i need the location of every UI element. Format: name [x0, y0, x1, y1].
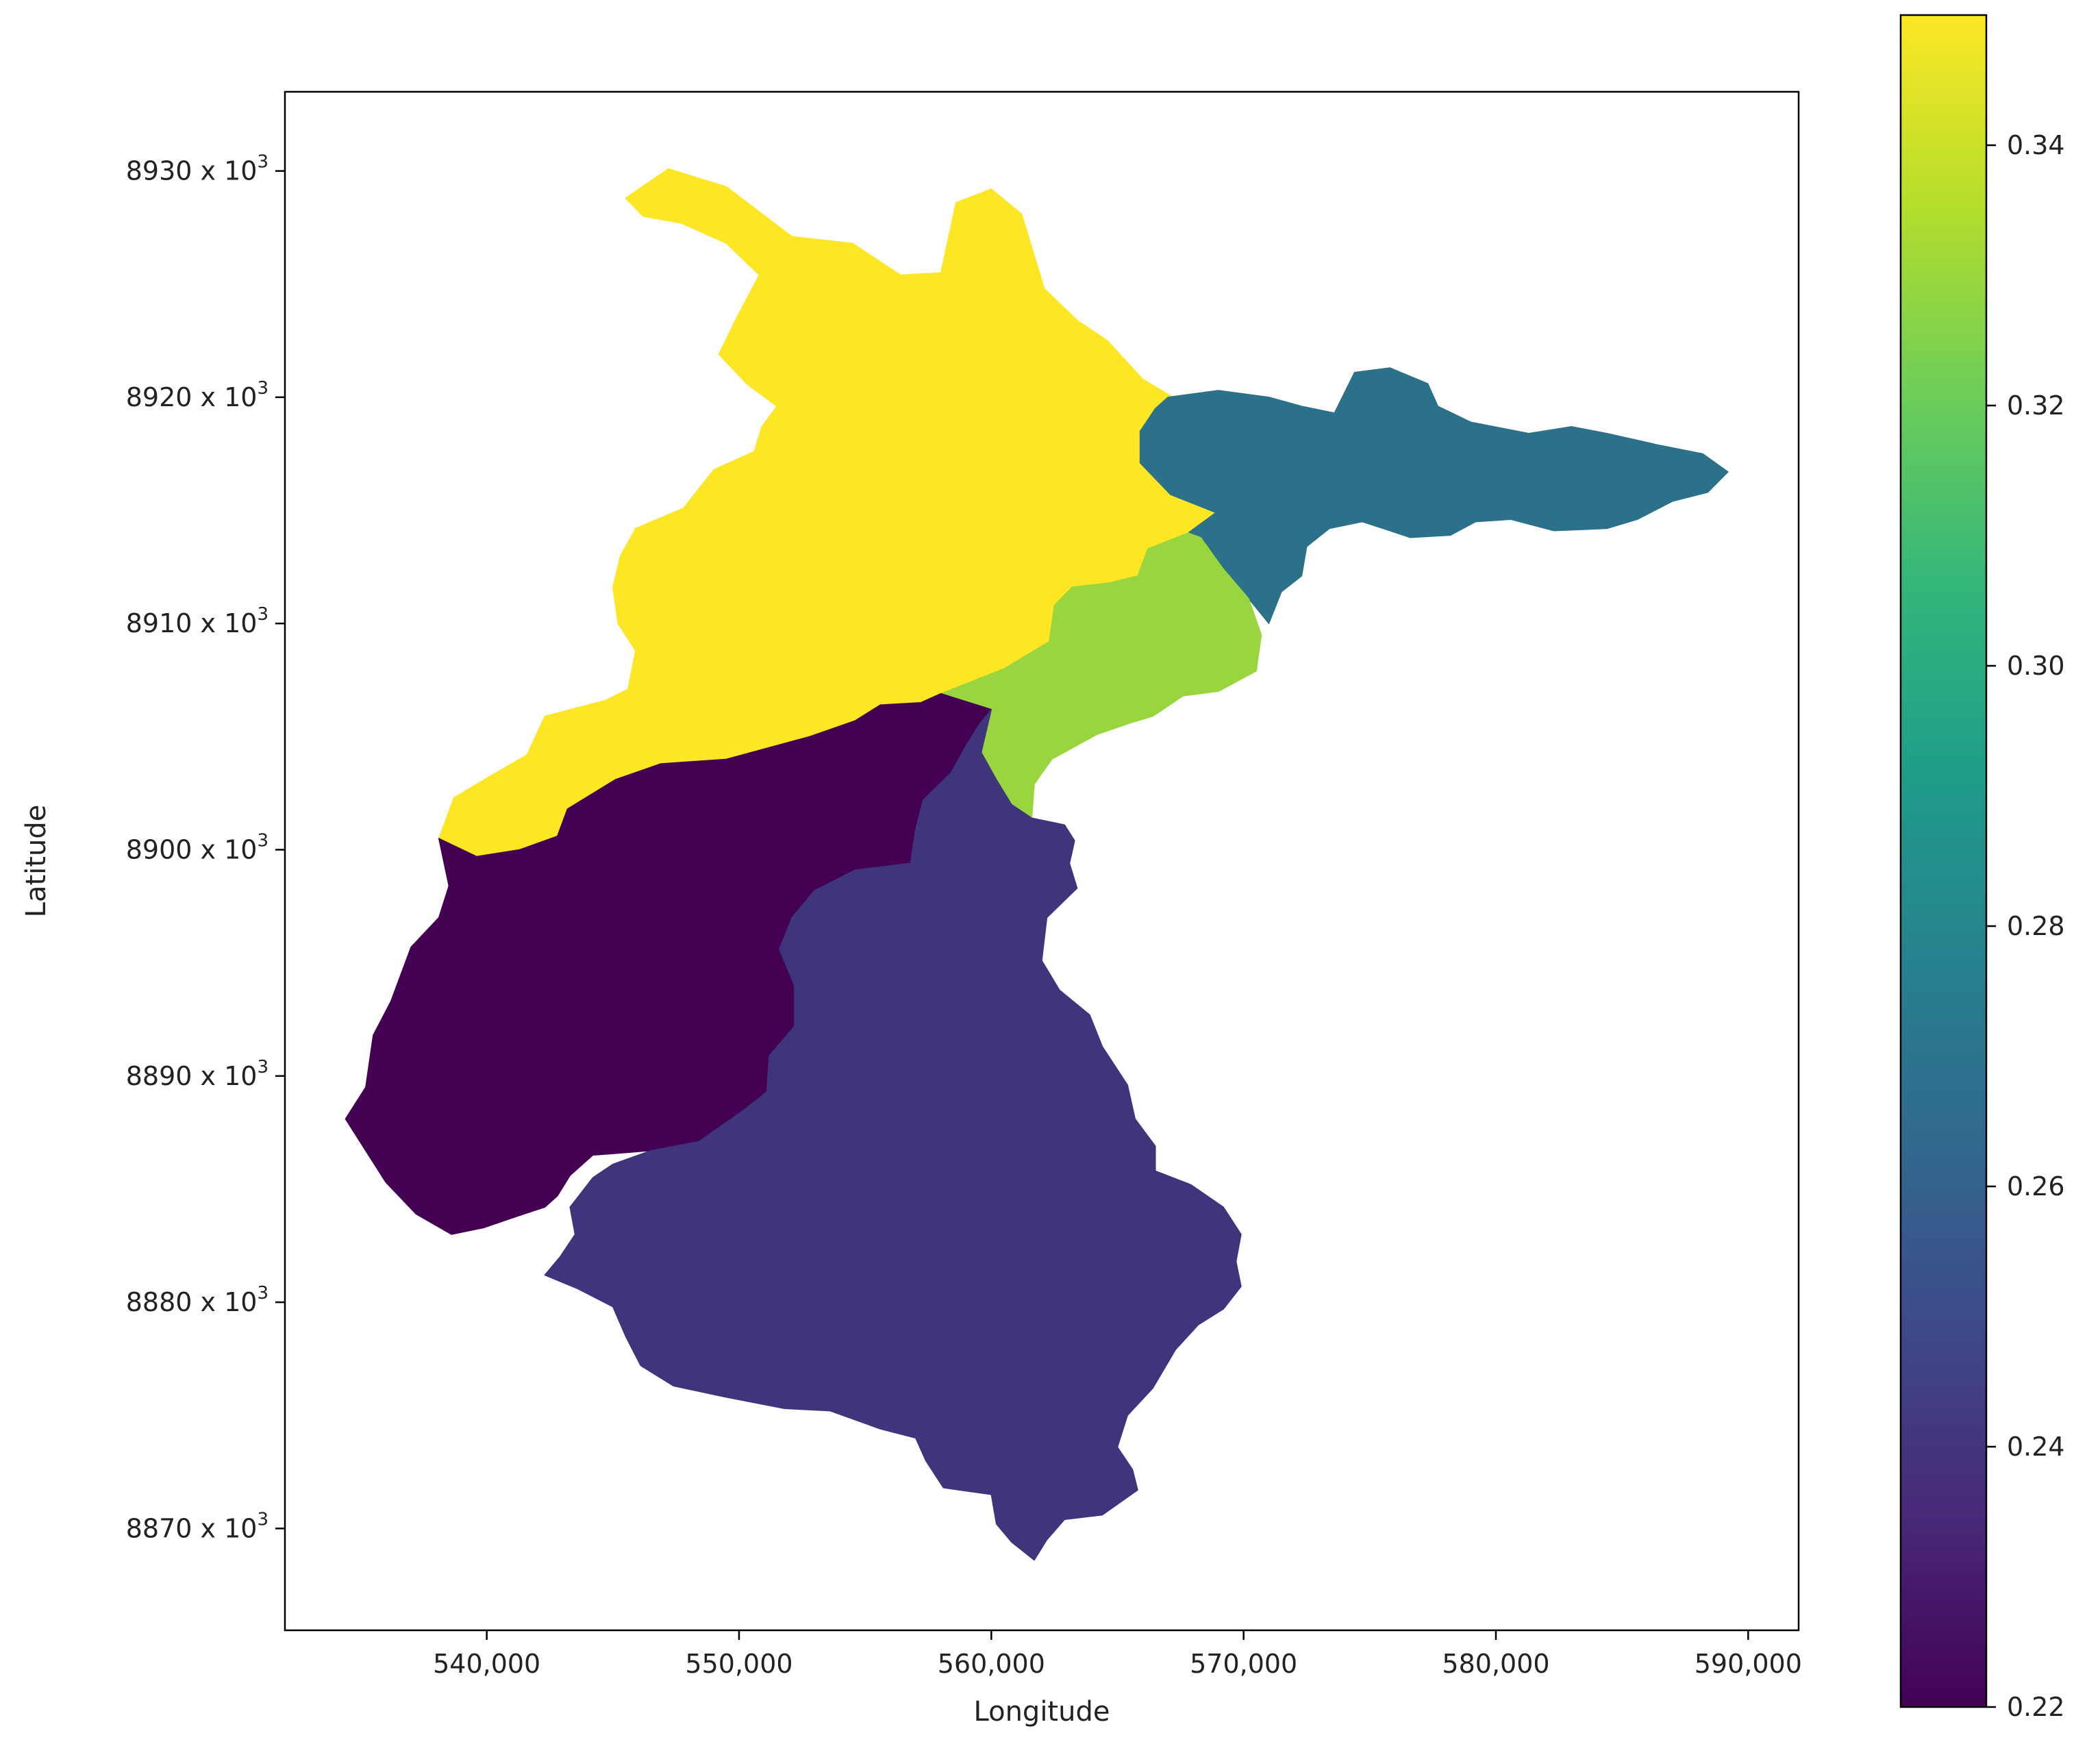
- x-axis-label: Longitude: [974, 1696, 1110, 1728]
- colorbar-axis: 0.22 0.24 0.26 0.28 0.30 0.32 0.34: [1986, 130, 2065, 1722]
- colorbar-tick-label: 0.22: [2007, 1692, 2065, 1722]
- x-tick-label: 550,000: [685, 1649, 792, 1679]
- x-tick-label: 560,000: [938, 1649, 1045, 1679]
- colorbar-tick-label: 0.32: [2007, 390, 2065, 421]
- colorbar-tick-label: 0.34: [2007, 130, 2065, 160]
- map-regions: [345, 168, 1729, 1561]
- region-south: [544, 708, 1242, 1561]
- colorbar-tick-label: 0.30: [2007, 651, 2065, 681]
- y-tick-label: 8890 x 103: [126, 1057, 268, 1091]
- colorbar-tick-label: 0.28: [2007, 911, 2065, 941]
- x-tick-label: 590,000: [1695, 1649, 1802, 1679]
- y-tick-label: 8910 x 103: [126, 604, 268, 638]
- colorbar: [1899, 14, 1988, 1708]
- y-axis: 8870 x 103 8880 x 103 8890 x 103 8900 x 103…: [126, 152, 285, 1543]
- x-tick-label: 580,000: [1442, 1649, 1549, 1679]
- y-axis-label: Latitude: [21, 805, 52, 918]
- plot-frame: [284, 90, 1800, 1632]
- y-tick-label: 8920 x 103: [126, 378, 268, 412]
- y-tick-label: 8880 x 103: [126, 1283, 268, 1317]
- colorbar-tick-label: 0.24: [2007, 1432, 2065, 1462]
- y-tick-label: 8900 x 103: [126, 830, 268, 864]
- colorbar-tick-label: 0.26: [2007, 1171, 2065, 1201]
- x-tick-label: 570,000: [1190, 1649, 1297, 1679]
- x-axis: 540,000 550,000 560,000 570,000 580,000 590,0…: [433, 1630, 1802, 1679]
- y-tick-label: 8870 x 103: [126, 1509, 268, 1543]
- y-tick-label: 8930 x 103: [126, 152, 268, 186]
- x-tick-label: 540,000: [433, 1649, 540, 1679]
